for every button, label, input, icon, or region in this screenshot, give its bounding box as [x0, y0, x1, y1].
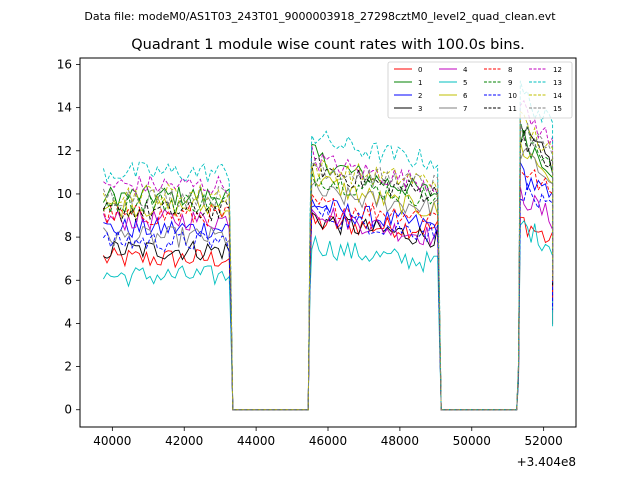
y-tick-label: 6 — [64, 273, 72, 287]
series-line-15 — [102, 121, 554, 411]
legend-label: 14 — [553, 92, 562, 100]
legend-label: 2 — [418, 92, 422, 100]
x-offset-label: +3.404e8 — [517, 455, 576, 469]
chart-title: Quadrant 1 module wise count rates with … — [131, 37, 525, 53]
x-axis: 40000 42000 44000 46000 48000 50000 52000 — [93, 427, 563, 448]
legend-label: 9 — [508, 79, 512, 87]
y-tick-label: 12 — [57, 144, 72, 158]
y-tick-label: 10 — [57, 187, 72, 201]
legend-label: 7 — [463, 105, 467, 113]
legend-label: 10 — [508, 92, 517, 100]
legend-label: 15 — [553, 105, 562, 113]
y-tick-label: 2 — [64, 360, 72, 374]
y-tick-label: 16 — [57, 57, 72, 71]
y-tick-label: 14 — [57, 101, 72, 115]
legend-label: 13 — [553, 79, 562, 87]
x-tick-label: 50000 — [453, 434, 491, 448]
x-tick-label: 40000 — [93, 434, 131, 448]
legend-label: 5 — [463, 79, 467, 87]
legend-label: 1 — [418, 79, 422, 87]
x-tick-label: 44000 — [237, 434, 275, 448]
legend-label: 12 — [553, 66, 562, 74]
legend-label: 6 — [463, 92, 468, 100]
x-tick-label: 52000 — [525, 434, 563, 448]
y-tick-label: 8 — [64, 230, 72, 244]
legend-box — [387, 61, 573, 119]
legend-label: 8 — [508, 66, 512, 74]
y-axis: 0 2 4 6 8 10 12 14 16 — [57, 57, 80, 417]
x-tick-label: 46000 — [309, 434, 347, 448]
legend-label: 0 — [418, 66, 422, 74]
x-tick-label: 48000 — [381, 434, 419, 448]
legend-label: 11 — [508, 105, 517, 113]
series-line-9 — [102, 120, 554, 411]
y-tick-label: 0 — [64, 403, 72, 417]
suptitle: Data file: modeM0/AS1T03_243T01_90000039… — [84, 10, 556, 23]
legend-label: 3 — [418, 105, 422, 113]
plot-lines — [102, 80, 554, 411]
legend-label: 4 — [463, 66, 468, 74]
series-line-8 — [102, 168, 554, 411]
x-tick-label: 42000 — [165, 434, 203, 448]
y-tick-label: 4 — [64, 316, 72, 330]
